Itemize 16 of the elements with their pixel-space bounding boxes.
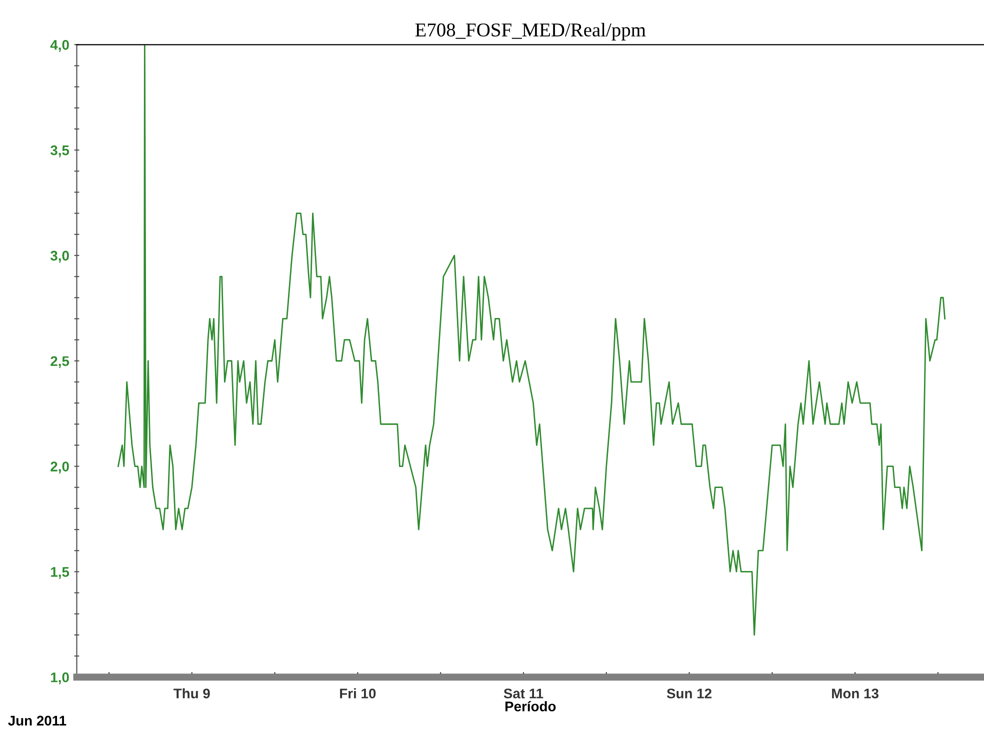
y-tick-label: 1,0 bbox=[51, 672, 69, 684]
x-tick-label: Thu 9 bbox=[174, 688, 210, 698]
x-tick-label: Sun 12 bbox=[666, 688, 712, 698]
x-tick-label: Fri 10 bbox=[340, 688, 376, 698]
chart-title: E708_FOSF_MED/Real/ppm bbox=[415, 22, 646, 40]
y-tick-label: 4,0 bbox=[50, 40, 69, 52]
x-tick-label: Mon 13 bbox=[832, 688, 878, 698]
x-axis-title: Período bbox=[505, 701, 556, 712]
y-tick-label: 3,5 bbox=[50, 145, 70, 158]
line-series bbox=[118, 44, 946, 636]
y-tick-label: 2,0 bbox=[50, 462, 69, 474]
y-tick-label: 3,0 bbox=[50, 250, 69, 263]
text: Jun 2011 bbox=[8, 716, 66, 726]
y-tick-label: 2,5 bbox=[50, 356, 70, 368]
x-tick-label: Sat 11 bbox=[504, 688, 544, 698]
y-tick-label: 1,5 bbox=[51, 567, 70, 579]
